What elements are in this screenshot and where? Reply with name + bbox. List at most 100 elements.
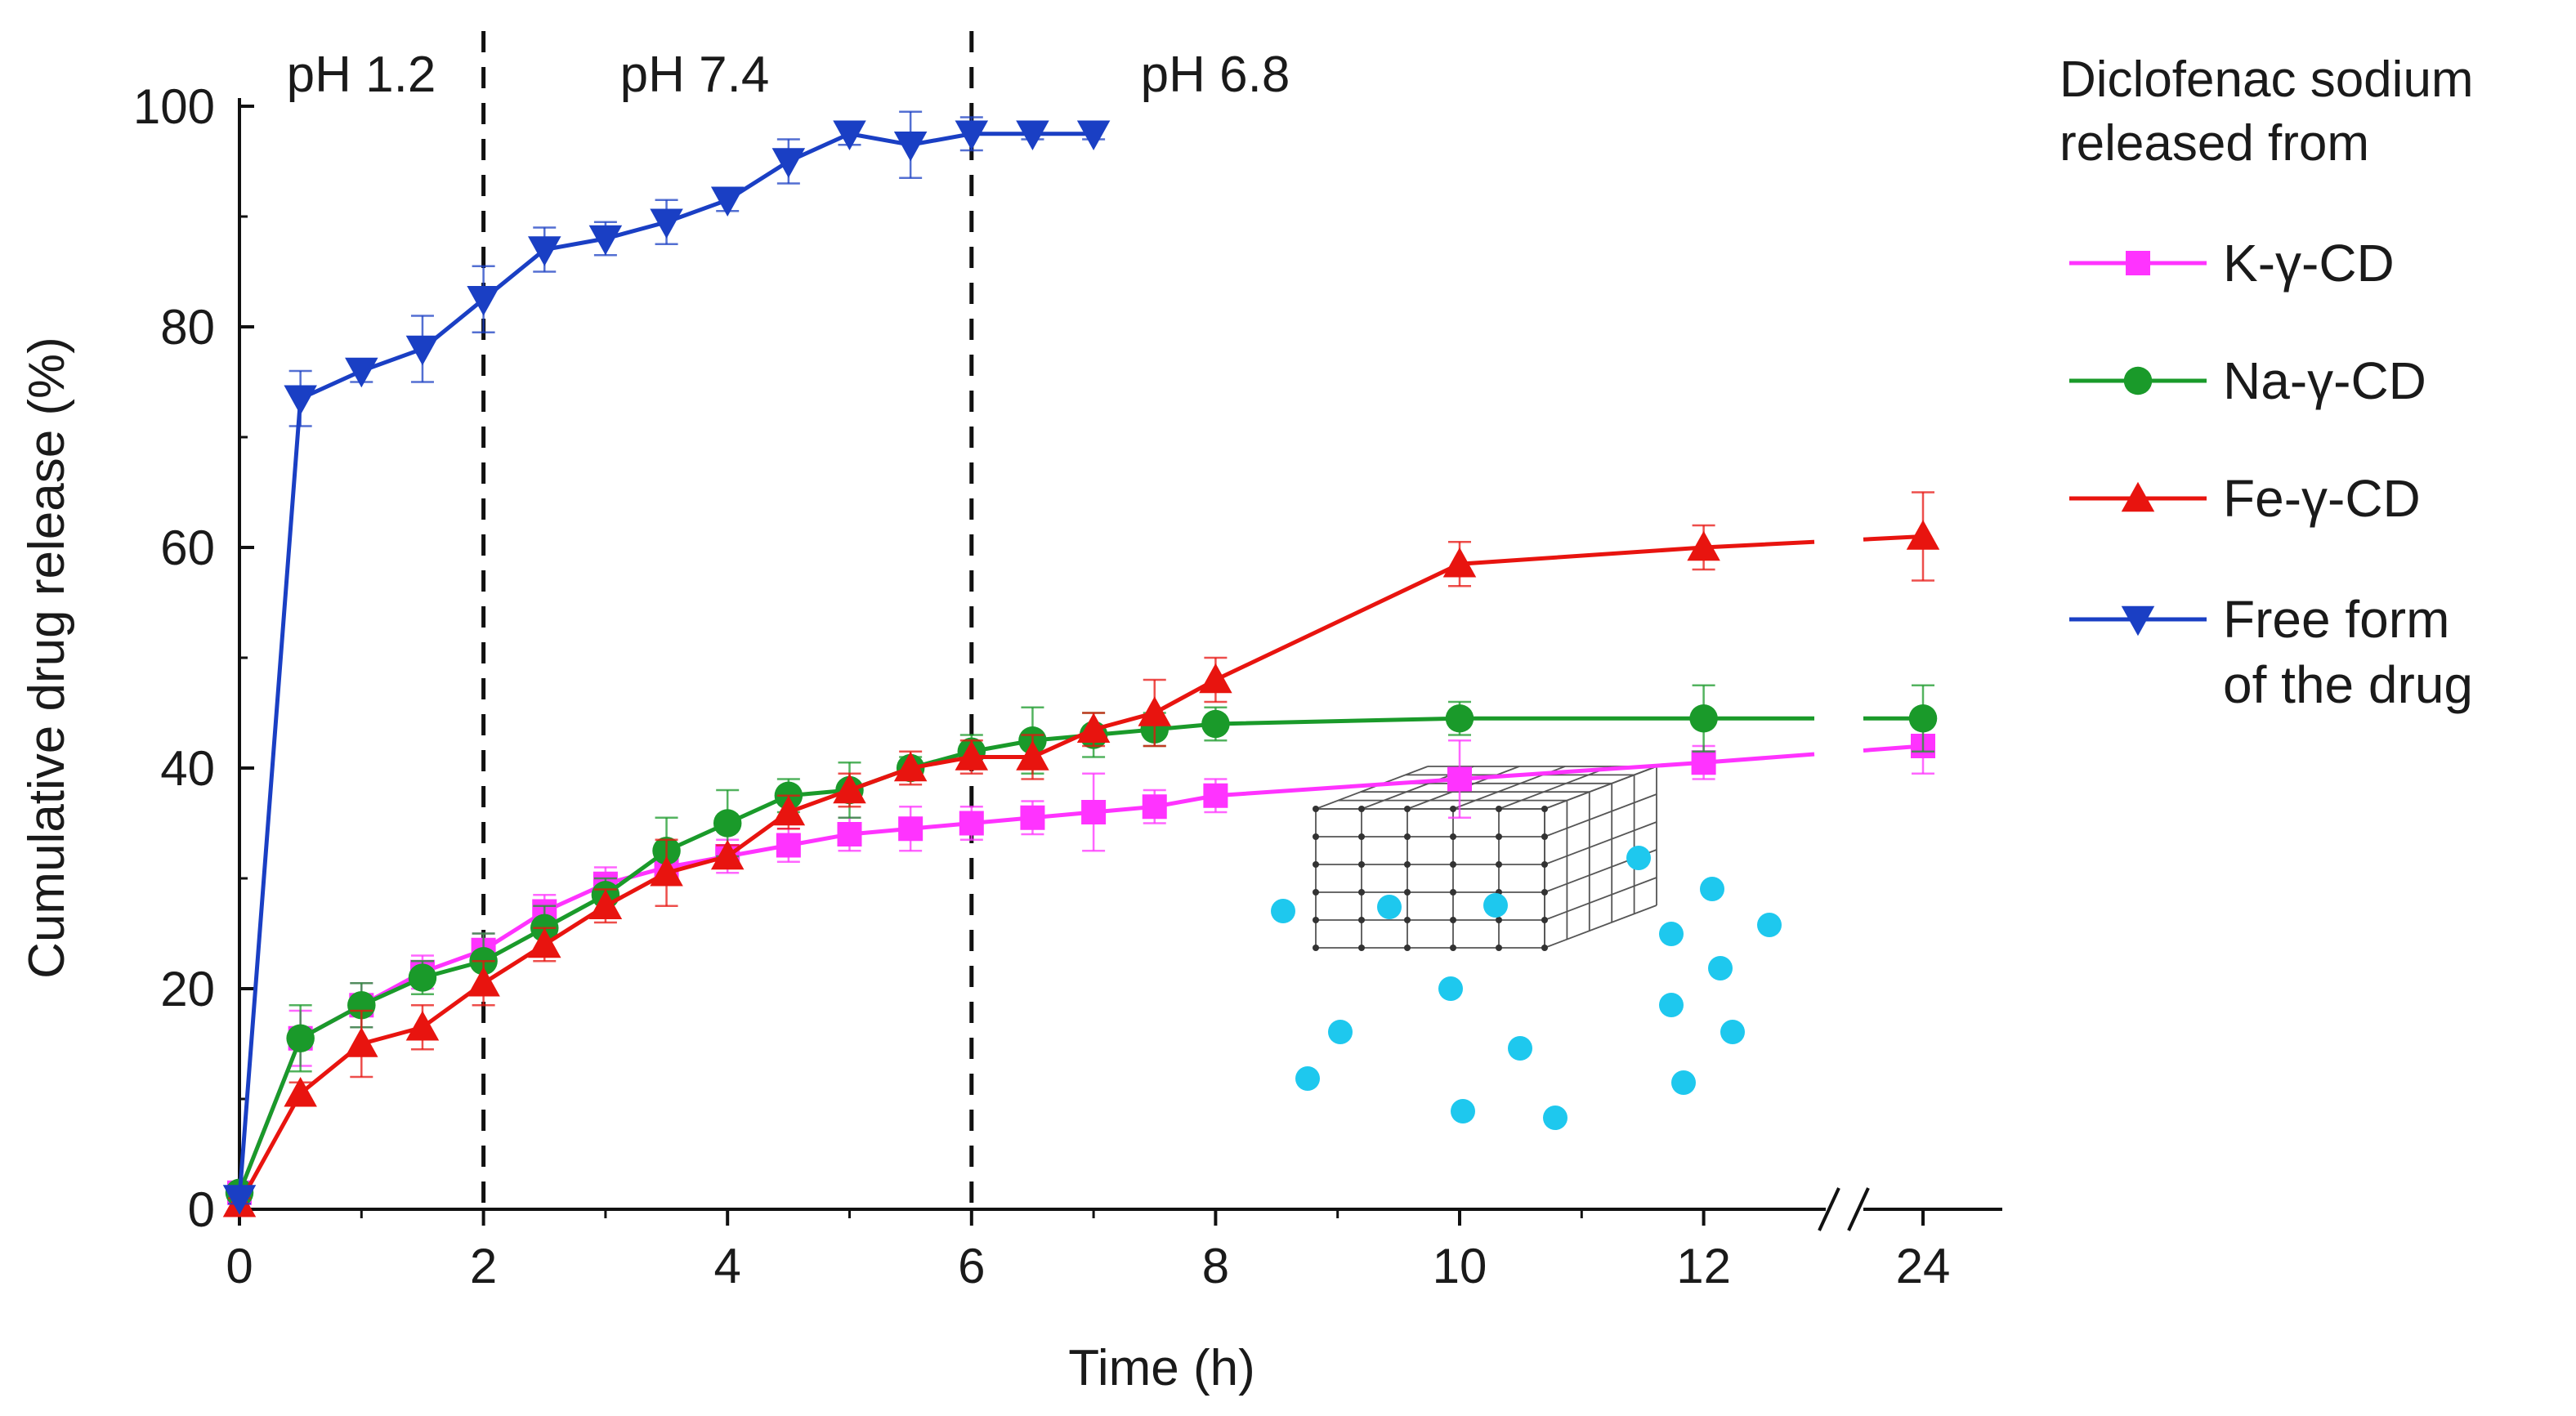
- cube-node: [1541, 806, 1548, 812]
- cube-edge: [1544, 821, 1657, 865]
- cube-node: [1313, 917, 1319, 923]
- cube-edge: [1315, 766, 1429, 810]
- x-tick-label: 4: [714, 1239, 741, 1293]
- cube-node: [1496, 806, 1502, 812]
- cube-node: [1450, 833, 1456, 840]
- y-tick-label: 40: [160, 741, 215, 796]
- legend-label: Free form: [2223, 590, 2449, 649]
- data-point: [1076, 120, 1111, 150]
- cube-node: [1496, 917, 1502, 923]
- data-point: [1906, 520, 1940, 550]
- drug-particle: [1451, 1099, 1475, 1123]
- cube-node: [1358, 945, 1365, 951]
- data-point: [405, 335, 440, 366]
- phase-label-1: pH 7.4: [620, 47, 770, 103]
- drug-particle: [1700, 877, 1724, 901]
- legend-label: Na-γ-CD: [2223, 351, 2426, 410]
- drug-particle: [1708, 956, 1733, 980]
- drug-particle: [1543, 1106, 1568, 1130]
- legend: Diclofenac sodium released from K-γ-CD Na-γ…: [2059, 51, 2474, 714]
- cube-node: [1358, 861, 1365, 868]
- data-point: [771, 795, 806, 826]
- data-point: [467, 286, 500, 316]
- data-point: [650, 856, 683, 887]
- drug-particle: [1671, 1070, 1696, 1095]
- data-point: [1076, 712, 1111, 743]
- legend-swatch-marker: [2126, 251, 2150, 275]
- cube-node: [1450, 945, 1456, 951]
- drug-particle: [1757, 913, 1782, 937]
- data-point: [1138, 696, 1171, 726]
- cube-node: [1541, 945, 1548, 951]
- drug-particle: [1328, 1020, 1353, 1044]
- legend-entry-3: Free form of the drug: [2069, 590, 2473, 714]
- x-tick-label: 2: [470, 1239, 497, 1293]
- legend-entry-1: Na-γ-CD: [2069, 351, 2426, 410]
- data-point: [893, 751, 928, 782]
- drug-particle: [1659, 993, 1684, 1017]
- cube-node: [1313, 806, 1319, 812]
- data-point: [1445, 704, 1474, 733]
- legend-title-line-1: Diclofenac sodium: [2059, 51, 2474, 108]
- cube-edge: [1544, 793, 1657, 838]
- drug-particle: [1438, 976, 1463, 1001]
- data-point: [588, 889, 623, 919]
- cube-node: [1313, 833, 1319, 840]
- data-point: [893, 132, 928, 162]
- data-point: [959, 811, 984, 836]
- cube-edge: [1544, 877, 1657, 921]
- data-point: [1020, 805, 1045, 830]
- data-point: [710, 186, 745, 217]
- data-point: [284, 385, 317, 415]
- cube-node: [1404, 917, 1411, 923]
- data-point: [837, 822, 862, 846]
- cube-node: [1358, 917, 1365, 923]
- drug-particle: [1659, 922, 1684, 946]
- x-tick-label: 12: [1676, 1239, 1731, 1293]
- line-break-gap: [1813, 534, 1864, 547]
- data-point: [1908, 704, 1938, 733]
- phase-label-0: pH 1.2: [287, 47, 436, 103]
- data-point: [1199, 663, 1232, 694]
- cube-inset: [1271, 766, 1782, 1130]
- x-tick-label: 24: [1896, 1239, 1951, 1293]
- x-tick-label: 6: [958, 1239, 985, 1293]
- cube-node: [1541, 861, 1548, 868]
- series-2: [222, 491, 1940, 1217]
- axis-break-mark-0: [1818, 1187, 1840, 1231]
- data-point: [1081, 800, 1107, 824]
- legend-label: Fe-γ-CD: [2223, 469, 2421, 528]
- data-point: [1016, 740, 1049, 771]
- y-tick-label: 20: [160, 962, 215, 1016]
- data-point: [345, 1027, 378, 1057]
- data-point: [286, 1024, 315, 1052]
- legend-entry-2: Fe-γ-CD: [2069, 469, 2421, 528]
- cube-node: [1313, 889, 1319, 896]
- cube-node: [1541, 917, 1548, 923]
- series-group: [222, 110, 1940, 1217]
- cube-node: [1358, 806, 1365, 812]
- cube-node: [1496, 945, 1502, 951]
- x-tick-label: 0: [226, 1239, 253, 1293]
- data-point: [1447, 766, 1472, 792]
- axis-break-mark-1: [1847, 1187, 1870, 1231]
- data-point: [1691, 750, 1716, 775]
- cube-node: [1404, 833, 1411, 840]
- data-point: [347, 991, 376, 1020]
- cube-node: [1541, 833, 1548, 840]
- cube-node: [1450, 861, 1456, 868]
- data-point: [713, 809, 742, 838]
- cube-node: [1496, 861, 1502, 868]
- drug-particle: [1483, 893, 1508, 918]
- cube-node: [1450, 889, 1456, 896]
- cube-node: [1541, 889, 1548, 896]
- cube-node: [1404, 806, 1411, 812]
- data-point: [405, 1011, 440, 1041]
- cube-edge: [1498, 766, 1612, 810]
- data-point: [1687, 530, 1720, 561]
- cube-framework: [1313, 766, 1657, 951]
- cube-node: [1358, 833, 1365, 840]
- data-point: [467, 967, 500, 997]
- series-line: [237, 534, 1924, 1205]
